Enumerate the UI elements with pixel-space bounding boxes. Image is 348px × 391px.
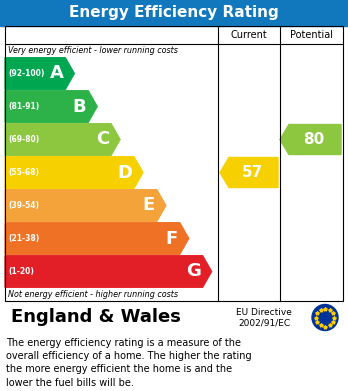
Text: A: A xyxy=(49,65,63,83)
Polygon shape xyxy=(5,157,143,188)
Text: EU Directive: EU Directive xyxy=(236,308,292,317)
Bar xyxy=(5,26,343,301)
Text: 80: 80 xyxy=(303,132,324,147)
Text: (21-38): (21-38) xyxy=(8,234,39,243)
Text: C: C xyxy=(96,131,109,149)
Text: (55-68): (55-68) xyxy=(8,168,39,177)
Text: (81-91): (81-91) xyxy=(8,102,39,111)
Text: E: E xyxy=(143,197,155,215)
Text: Very energy efficient - lower running costs: Very energy efficient - lower running co… xyxy=(8,46,178,55)
Polygon shape xyxy=(5,58,74,89)
Text: Current: Current xyxy=(231,30,267,40)
Polygon shape xyxy=(220,158,278,188)
Bar xyxy=(5,301,343,334)
Polygon shape xyxy=(5,124,120,155)
Text: F: F xyxy=(165,230,178,248)
Text: Energy Efficiency Rating: Energy Efficiency Rating xyxy=(69,5,279,20)
Text: The energy efficiency rating is a measure of the
overall efficiency of a home. T: The energy efficiency rating is a measur… xyxy=(6,338,252,387)
Polygon shape xyxy=(5,223,189,254)
Polygon shape xyxy=(5,256,212,287)
Text: (69-80): (69-80) xyxy=(8,135,39,144)
Text: England & Wales: England & Wales xyxy=(11,308,181,326)
Text: D: D xyxy=(117,163,132,181)
Text: Potential: Potential xyxy=(290,30,333,40)
Text: G: G xyxy=(186,262,200,280)
Text: (1-20): (1-20) xyxy=(8,267,34,276)
Text: 2002/91/EC: 2002/91/EC xyxy=(238,319,290,328)
Polygon shape xyxy=(5,91,97,122)
Text: B: B xyxy=(73,97,86,115)
Polygon shape xyxy=(5,190,166,221)
Text: (92-100): (92-100) xyxy=(8,69,45,78)
Text: (39-54): (39-54) xyxy=(8,201,39,210)
Text: Not energy efficient - higher running costs: Not energy efficient - higher running co… xyxy=(8,290,178,299)
Text: 57: 57 xyxy=(242,165,263,180)
Bar xyxy=(0,0,348,26)
Circle shape xyxy=(312,305,338,330)
Polygon shape xyxy=(280,124,341,154)
